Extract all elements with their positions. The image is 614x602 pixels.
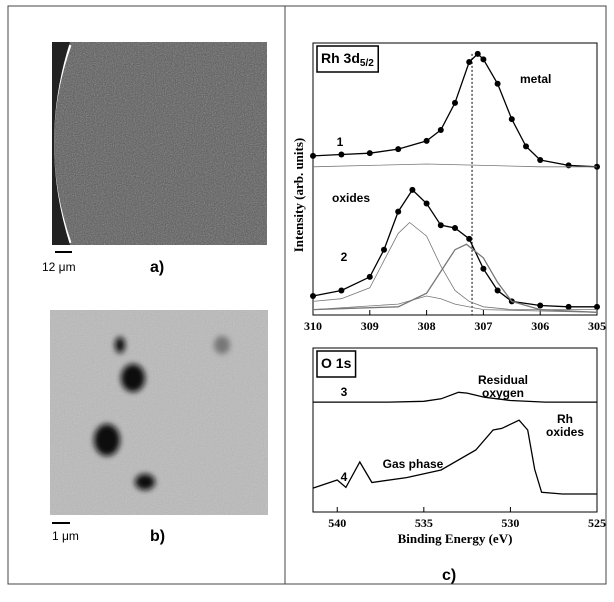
spectrum-line [312, 243, 598, 313]
data-point [423, 137, 430, 144]
annotation: 4 [341, 470, 348, 484]
data-point [466, 235, 473, 242]
x-tick-label: 309 [361, 319, 379, 333]
annotation: oxides [546, 425, 584, 439]
x-tick-label: 535 [415, 516, 433, 530]
border [7, 5, 607, 585]
data-point [452, 99, 458, 106]
data-point [523, 143, 529, 150]
spectrum-line [312, 221, 597, 310]
title-text: Rh 3d [321, 50, 360, 66]
spectrum-line [313, 391, 597, 403]
panel-title: O 1s [321, 355, 352, 371]
title-text: O 1s [321, 355, 352, 371]
x-tick-label: 305 [588, 319, 606, 333]
annotation: 3 [341, 385, 348, 399]
x-axis-label: Binding Energy (eV) [398, 531, 513, 546]
data-point [437, 127, 444, 134]
data-point [310, 152, 316, 159]
annotation: Rh [557, 412, 573, 426]
data-point [395, 208, 402, 215]
x-tick-label: 306 [531, 319, 549, 333]
annotation: oxides [332, 191, 370, 205]
y-axis-label: Intensity (arb. units) [291, 138, 306, 253]
data-point [366, 273, 373, 280]
x-tick-label: 525 [588, 516, 606, 530]
panel-label: c) [442, 567, 456, 584]
data-point [452, 224, 458, 231]
panel-label: b) [150, 528, 165, 545]
title-subscript: 5/2 [360, 58, 374, 69]
spectrum-line [312, 53, 598, 168]
image-a [51, 42, 267, 245]
data-point [381, 246, 387, 253]
data-point [480, 56, 487, 63]
data-point [437, 222, 444, 229]
data-point [494, 80, 501, 87]
data-point [565, 303, 572, 310]
panel-title: Rh 3d5/2 [321, 50, 374, 69]
spectrum-line [312, 419, 597, 495]
x-tick-label: 540 [328, 516, 346, 530]
annotation: metal [520, 72, 551, 86]
plot-frame [312, 347, 598, 513]
annotation: Gas phase [383, 457, 444, 471]
image-b [50, 310, 268, 515]
annotation: oxygen [482, 386, 524, 400]
scale-label: 1 μm [52, 529, 79, 543]
x-tick-label: 308 [418, 319, 436, 333]
spectrum-line [312, 163, 597, 168]
spectrum-line [312, 295, 598, 313]
annotation: Residual [478, 373, 528, 387]
data-point [565, 162, 572, 169]
data-point [594, 303, 600, 310]
data-point [310, 292, 316, 299]
annotation: 2 [341, 250, 348, 264]
spectrum-line [312, 188, 597, 308]
title-box [316, 350, 357, 378]
scale-label: 12 μm [42, 260, 76, 274]
data-point [537, 156, 544, 163]
data-point [338, 151, 345, 158]
x-tick-label: 307 [474, 319, 492, 333]
data-point [494, 287, 501, 294]
data-point [508, 116, 515, 123]
x-tick-label: 530 [501, 516, 519, 530]
plot-frame [312, 42, 598, 316]
data-point [338, 287, 345, 294]
data-point [423, 200, 430, 207]
x-tick-label: 310 [304, 319, 322, 333]
title-box [316, 45, 379, 73]
data-point [395, 146, 402, 153]
data-point [480, 265, 487, 272]
panel-label: a) [150, 259, 164, 276]
annotation: 1 [337, 135, 344, 149]
data-point [409, 186, 416, 193]
data-point [537, 302, 544, 309]
data-point [466, 59, 473, 66]
data-point [366, 150, 373, 157]
data-point [474, 50, 481, 57]
